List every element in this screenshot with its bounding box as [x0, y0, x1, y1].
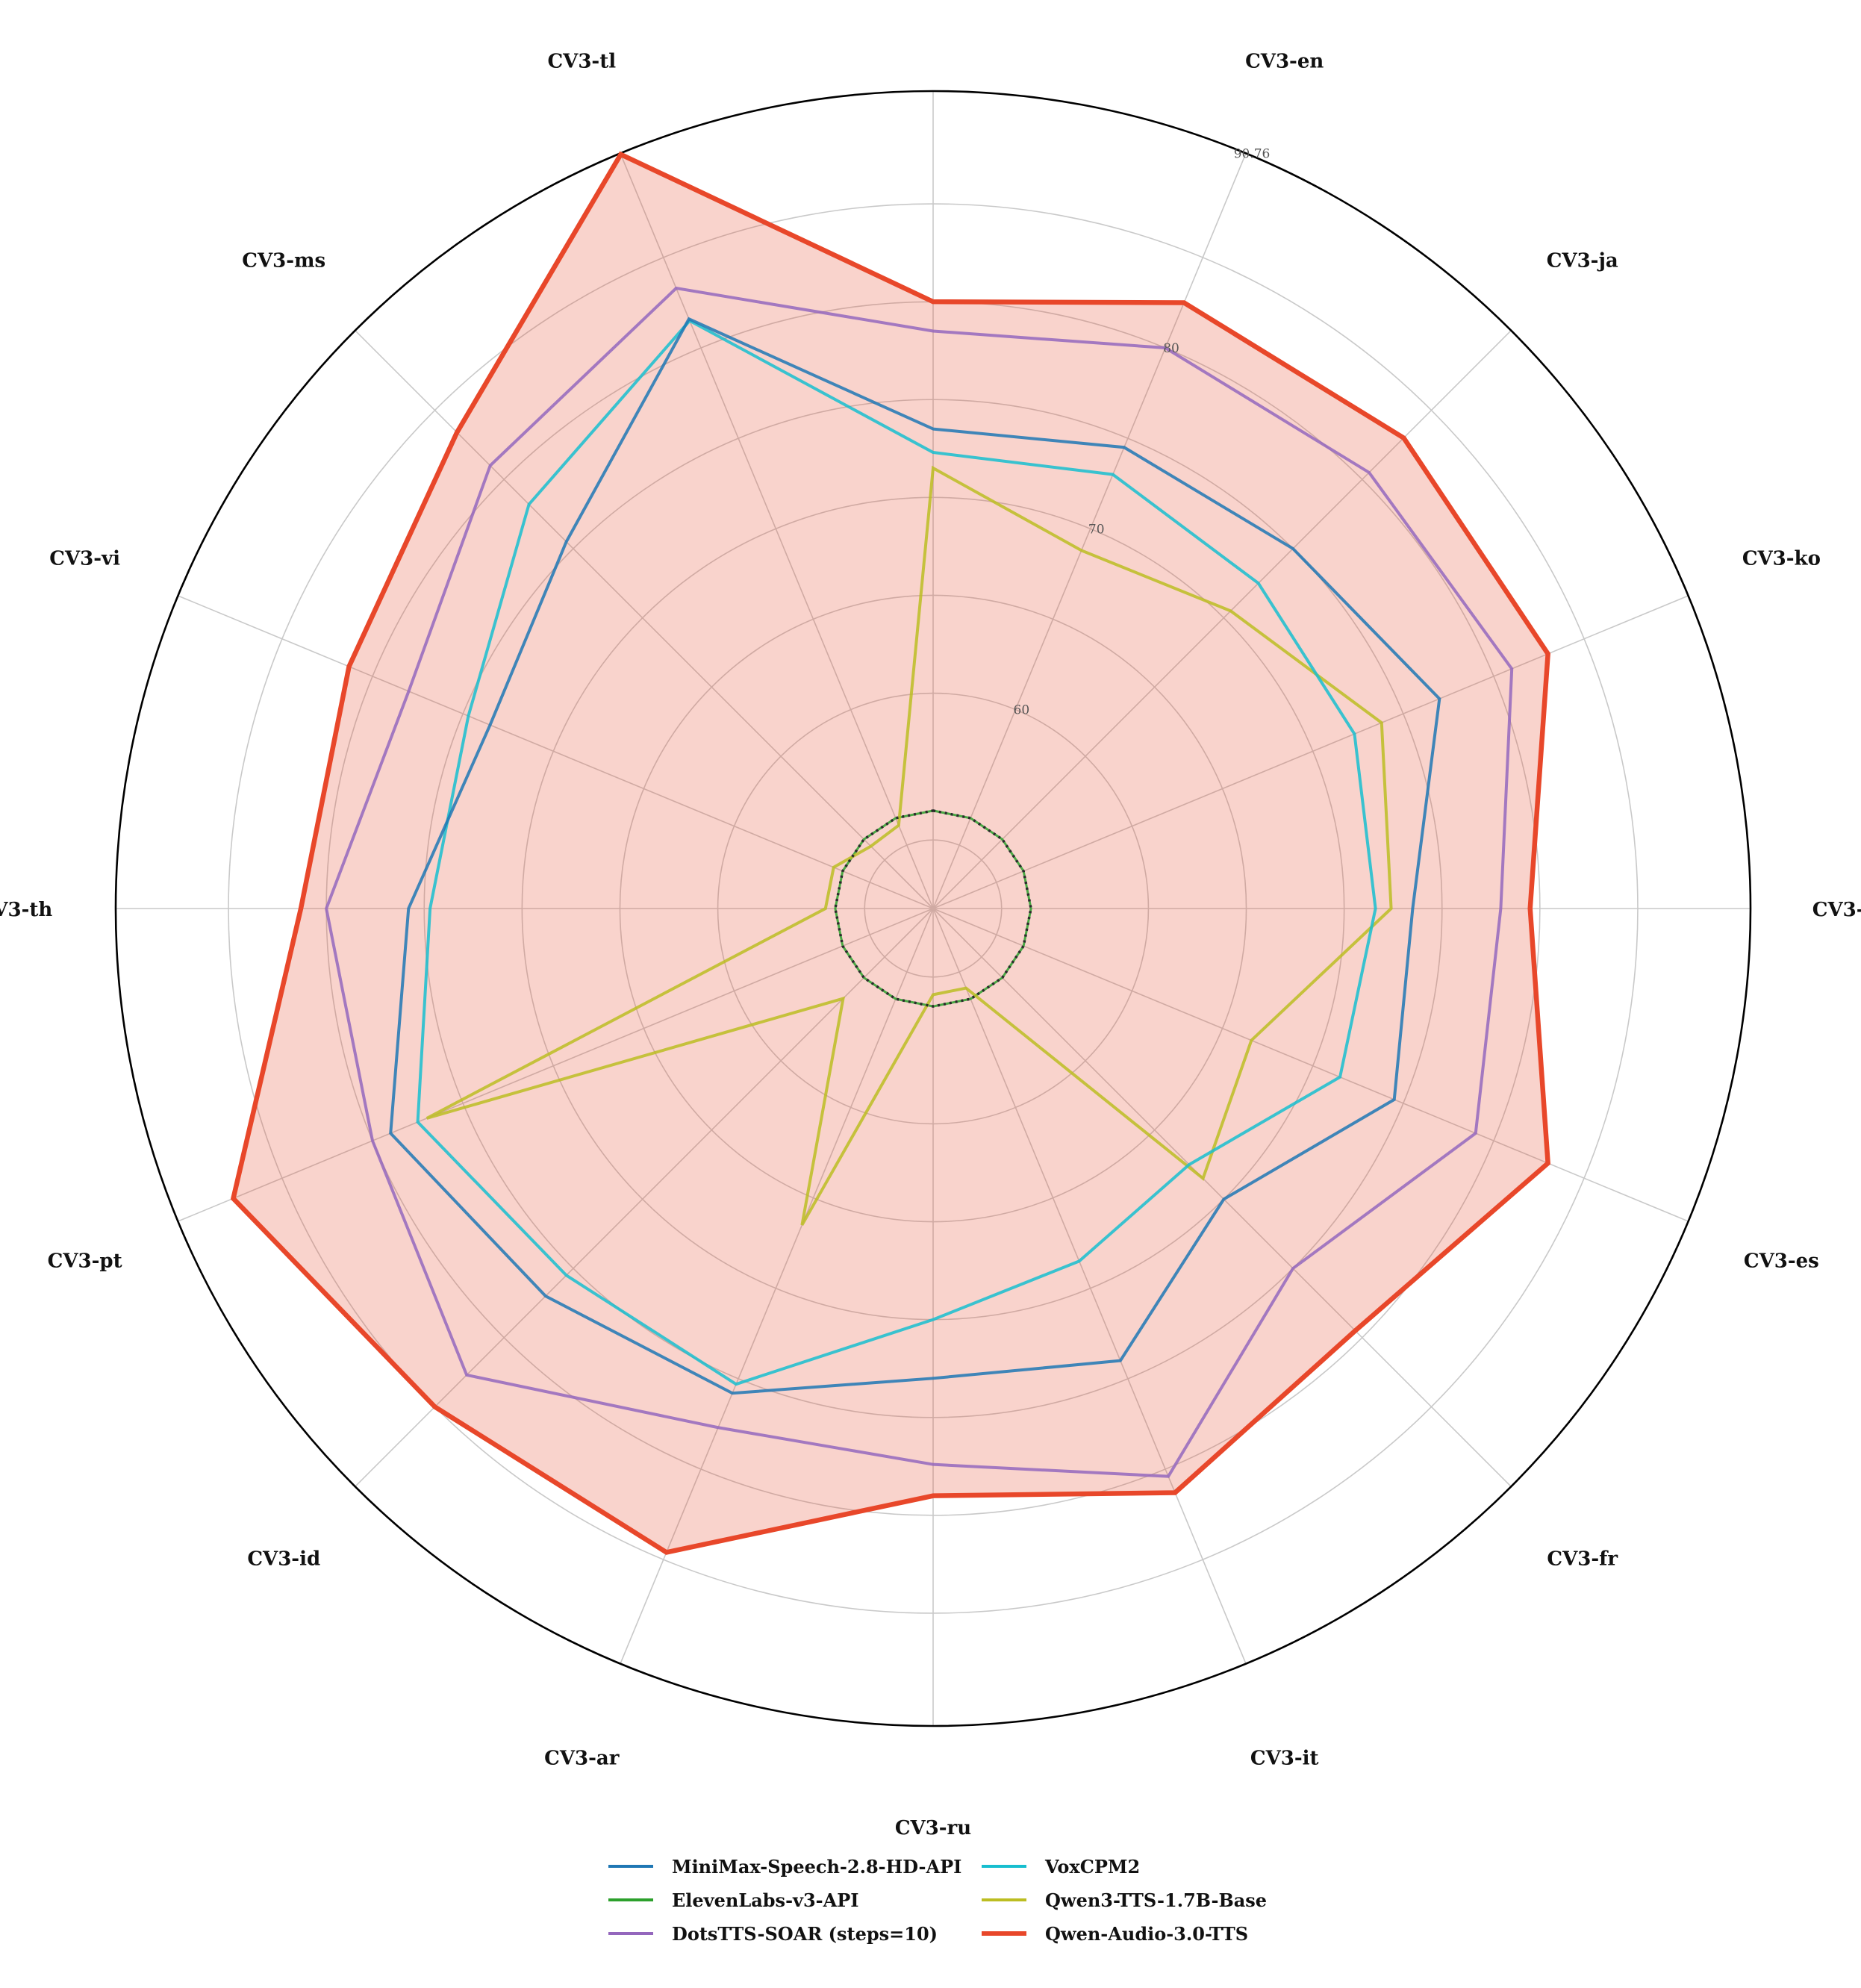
axis-label: CV3-fr [1547, 1548, 1618, 1571]
reference-dotted-line [834, 809, 1032, 1008]
radar-series [230, 151, 1551, 1555]
legend-label: Qwen-Audio-3.0-TTS [1045, 1923, 1248, 1945]
axis-label: CV3-de [1812, 899, 1861, 921]
grid-spoke [932, 330, 1512, 909]
axis-label: CV3-es [1744, 1250, 1819, 1273]
series-line-qwen3-tts-1-7b-base [425, 465, 1393, 1226]
series-line-dotstts-soar-steps-10- [325, 286, 1514, 1478]
grid-spoke [355, 330, 934, 909]
radial-tick-label: 80 [1163, 341, 1179, 356]
radial-tick-label: 90.76 [1234, 146, 1271, 161]
axis-label: CV3-ru [895, 1817, 971, 1839]
radial-tick-label: 70 [1088, 522, 1105, 537]
axis-label: CV3-tl [547, 51, 616, 73]
grid-spoke [932, 153, 1247, 909]
legend-label: MiniMax-Speech-2.8-HD-API [672, 1856, 961, 1878]
radial-tick-label: 60 [1014, 703, 1030, 718]
outer-circle [114, 90, 1752, 1727]
grid-spoke [178, 595, 934, 909]
grid-spoke [620, 908, 934, 1664]
grid-spoke [178, 908, 934, 1222]
legend-label: Qwen3-TTS-1.7B-Base [1045, 1889, 1267, 1911]
axis-label: CV3-th [0, 899, 52, 921]
axis-label: CV3-ja [1547, 249, 1618, 272]
grid-spoke [932, 908, 1689, 1222]
legend-label: DotsTTS-SOAR (steps=10) [672, 1923, 938, 1945]
series-fill-qwen-audio-3-0-tts [233, 154, 1548, 1553]
grid-spoke [932, 908, 1512, 1487]
grid-spoke [355, 908, 934, 1487]
legend-label: VoxCPM2 [1044, 1856, 1140, 1878]
axis-label: CV3-ms [242, 249, 325, 272]
axis-label: CV3-vi [49, 547, 120, 570]
axis-label: CV3-zh [894, 0, 972, 3]
axis-label: CV3-en [1245, 51, 1324, 73]
legend-label: ElevenLabs-v3-API [672, 1889, 859, 1911]
axis-label: CV3-ko [1742, 547, 1821, 570]
radar-axis-labels: 60 70 80 90.76 CV3-zh CV3-en CV3-ja CV3-ko CV3-d… [0, 0, 1861, 1839]
grid-spoke [932, 595, 1689, 909]
series-line-voxcpm2 [416, 319, 1377, 1386]
axis-label: CV3-ar [544, 1747, 620, 1769]
axis-label: CV3-it [1250, 1747, 1319, 1769]
series-line-qwen-audio-3-0-tts [230, 151, 1551, 1555]
grid-spoke [932, 908, 1247, 1664]
axis-label: CV3-id [247, 1548, 320, 1571]
grid-spoke [620, 153, 934, 909]
series-line-minimax-speech-2-8-hd-api [389, 317, 1441, 1395]
axis-label: CV3-pt [48, 1250, 122, 1273]
legend: MiniMax-Speech-2.8-HD-API ElevenLabs-v3-A… [608, 1856, 1267, 1945]
